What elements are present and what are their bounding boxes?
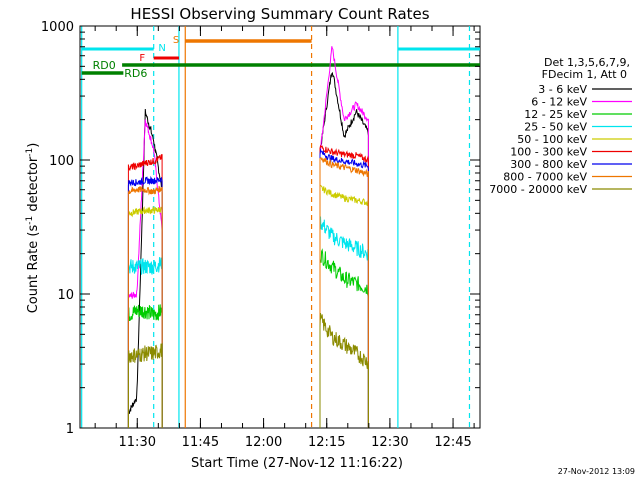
- series-line-seg2: [319, 71, 369, 429]
- legend-label: 12 - 25 keV: [524, 108, 587, 121]
- y-axis-label-sup1: -1: [25, 216, 35, 225]
- series-line-seg2: [319, 157, 369, 429]
- mode-boundary-lines: [81, 26, 471, 428]
- series-line-seg2: [319, 312, 369, 429]
- status-flag-bars: NS F RD0 RD6: [81, 35, 480, 80]
- series-line-seg2: [319, 248, 369, 429]
- series-1: [127, 71, 369, 429]
- series-5: [127, 183, 369, 429]
- y-axis-label-end: ): [26, 143, 41, 148]
- legend-label: 6 - 12 keV: [531, 96, 587, 109]
- series-6: [127, 144, 369, 429]
- legend: Det 1,3,5,6,7,9, FDecim 1, Att 0 3 - 6 k…: [489, 56, 632, 196]
- series-2: [127, 46, 369, 429]
- series-line-seg1: [127, 108, 163, 429]
- series-line-seg1: [127, 154, 163, 429]
- series-group: [127, 46, 369, 429]
- series-9: [127, 312, 369, 429]
- legend-label: 3 - 6 keV: [538, 83, 587, 96]
- y-axis-label-main: Count Rate (s: [26, 225, 41, 314]
- series-line-seg2: [319, 46, 369, 429]
- annotation-rd0: RD0: [93, 59, 116, 72]
- series-line-seg1: [127, 175, 163, 429]
- series-4: [127, 216, 369, 429]
- y-axis-label: Count Rate (s-1 detector-1): [25, 143, 41, 314]
- y-tick-label: 1000: [41, 20, 74, 35]
- series-7: [127, 148, 369, 429]
- tick-labels: 1 10 100 1000 11:30 11:45 12:00 12:15 12:30 12:45: [41, 20, 472, 450]
- annotation-n: N: [158, 43, 165, 54]
- series-8: [127, 157, 369, 429]
- series-line-seg1: [127, 185, 163, 429]
- legend-label: 25 - 50 keV: [524, 121, 587, 134]
- legend-label: 300 - 800 keV: [510, 158, 587, 171]
- x-tick-label: 12:45: [434, 435, 471, 450]
- y-axis-label-sup2: -1: [25, 148, 35, 157]
- x-tick-label: 12:15: [308, 435, 345, 450]
- annotation-s: S: [173, 35, 179, 46]
- legend-header-line2: FDecim 1, Att 0: [542, 68, 627, 81]
- legend-label: 100 - 300 keV: [510, 146, 587, 159]
- series-line-seg1: [127, 304, 163, 429]
- chart-title: HESSI Observing Summary Count Rates: [130, 5, 429, 23]
- y-tick-label: 100: [49, 154, 74, 169]
- legend-header-line1: Det 1,3,5,6,7,9,: [544, 56, 630, 69]
- plot-frame: [79, 25, 481, 429]
- series-line-seg2: [319, 183, 369, 429]
- series-3: [127, 248, 369, 429]
- annotation-f: F: [139, 53, 145, 64]
- legend-label: 800 - 7000 keV: [503, 171, 587, 184]
- legend-label: 50 - 100 keV: [517, 133, 587, 146]
- footer-timestamp: 27-Nov-2012 13:09: [558, 467, 635, 476]
- annotation-rd6: RD6: [124, 67, 147, 80]
- series-line-seg2: [319, 216, 369, 429]
- y-tick-label: 1: [66, 422, 74, 437]
- y-axis-label-mid: detector: [26, 156, 41, 216]
- series-line-seg1: [127, 343, 163, 429]
- x-tick-label: 12:00: [245, 435, 282, 450]
- series-line-seg2: [319, 148, 369, 429]
- x-tick-label: 11:30: [119, 435, 156, 450]
- legend-label: 7000 - 20000 keV: [489, 183, 587, 196]
- x-tick-label: 11:45: [182, 435, 219, 450]
- x-tick-label: 12:30: [371, 435, 408, 450]
- x-axis-label: Start Time (27-Nov-12 11:16:22): [191, 456, 403, 471]
- series-line-seg2: [319, 144, 369, 429]
- series-line-seg1: [127, 206, 163, 429]
- y-tick-label: 10: [57, 288, 74, 303]
- series-line-seg1: [127, 255, 163, 429]
- axis-ticks: [80, 25, 480, 429]
